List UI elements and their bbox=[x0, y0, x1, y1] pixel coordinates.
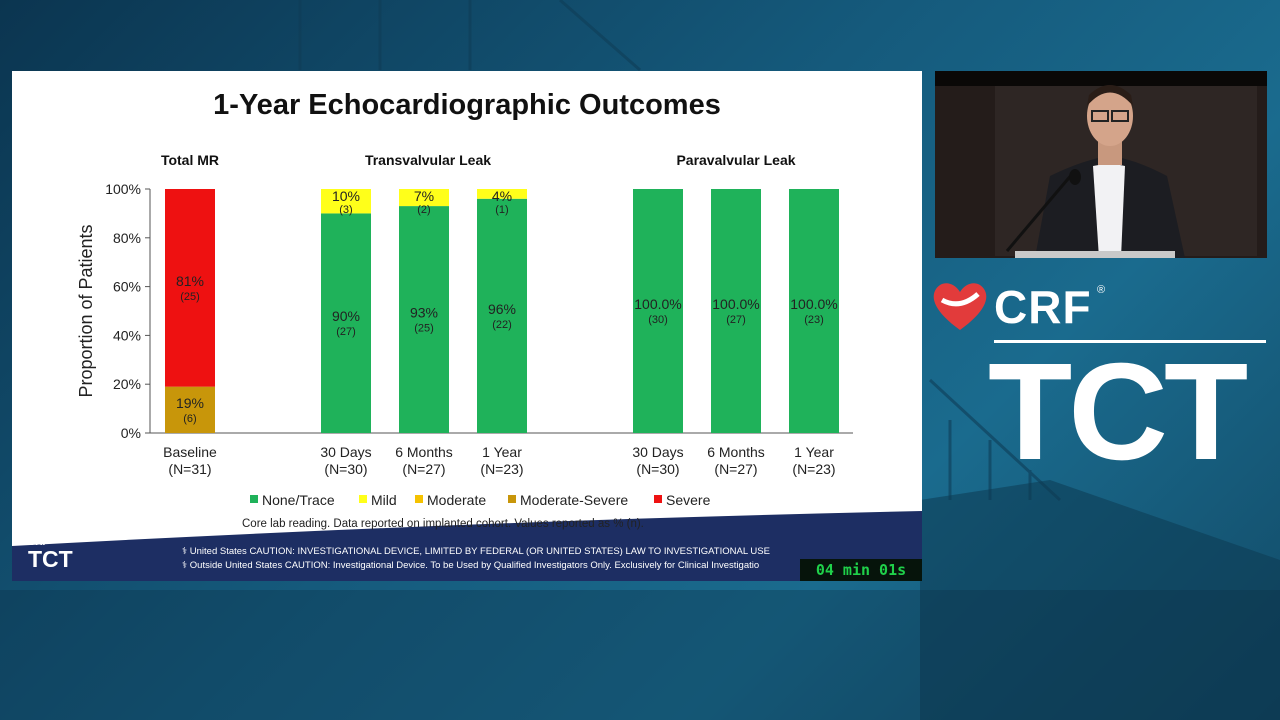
y-tick-label: 100% bbox=[105, 181, 141, 197]
crf-logo-text: CRF bbox=[28, 537, 49, 548]
presentation-timer: 04 min 01s bbox=[800, 559, 922, 581]
data-label: 100.0% bbox=[712, 296, 759, 312]
brand-registered-mark: ® bbox=[1097, 284, 1106, 296]
data-label: 19% bbox=[176, 395, 204, 411]
legend-label: Moderate bbox=[427, 492, 486, 508]
data-label: 10% bbox=[332, 188, 360, 204]
x-category-label: 6 Months bbox=[707, 444, 765, 460]
y-tick-label: 60% bbox=[113, 279, 141, 295]
bar-segment bbox=[321, 213, 371, 433]
data-label: 96% bbox=[488, 301, 516, 317]
data-label-count: (23) bbox=[804, 314, 824, 326]
x-category-n: (N=27) bbox=[402, 461, 445, 477]
bar-segment bbox=[477, 189, 527, 199]
data-label: 81% bbox=[176, 273, 204, 289]
data-label-count: (27) bbox=[336, 326, 356, 338]
group-title: Transvalvular Leak bbox=[365, 152, 491, 168]
slide-logo: CRF TCT bbox=[28, 537, 73, 572]
legend-swatch bbox=[250, 495, 258, 503]
y-tick-label: 80% bbox=[113, 230, 141, 246]
legend-swatch bbox=[654, 495, 662, 503]
y-tick-label: 20% bbox=[113, 376, 141, 392]
x-category-label: 1 Year bbox=[482, 444, 522, 460]
legend-swatch bbox=[359, 495, 367, 503]
footer-band bbox=[12, 511, 922, 581]
tct-logo-text: TCT bbox=[28, 546, 73, 572]
x-category-label: Baseline bbox=[163, 444, 217, 460]
data-label: 93% bbox=[410, 305, 438, 321]
x-category-n: (N=23) bbox=[480, 461, 523, 477]
x-category-n: (N=27) bbox=[714, 461, 757, 477]
bar-segment bbox=[165, 386, 215, 433]
speaker-video bbox=[935, 71, 1267, 258]
caution-us-text: ⚕ United States CAUTION: INVESTIGATIONAL… bbox=[182, 546, 770, 557]
footnote: Core lab reading. Data reported on impla… bbox=[242, 518, 644, 530]
data-label-count: (27) bbox=[726, 314, 746, 326]
bar-segment bbox=[789, 189, 839, 433]
y-axis-label: Proportion of Patients bbox=[76, 224, 96, 397]
group-title: Paravalvular Leak bbox=[676, 152, 795, 168]
x-category-n: (N=31) bbox=[168, 461, 211, 477]
brand-tct-text: TCT bbox=[988, 335, 1248, 489]
legend-label: Severe bbox=[666, 492, 711, 508]
bar-segment bbox=[477, 198, 527, 433]
data-label: 7% bbox=[414, 188, 434, 204]
data-label: 100.0% bbox=[634, 296, 681, 312]
data-label: 100.0% bbox=[790, 296, 837, 312]
stacked-bar-chart: 0% 20% 40% 60% 80% 100% Proportion of Patients… bbox=[76, 152, 853, 508]
y-tick-label: 0% bbox=[121, 425, 141, 441]
bar-segment bbox=[165, 189, 215, 387]
x-category-n: (N=30) bbox=[324, 461, 367, 477]
x-category-label: 30 Days bbox=[320, 444, 371, 460]
y-tick-label: 40% bbox=[113, 327, 141, 343]
data-label-count: (30) bbox=[648, 314, 668, 326]
bar-segment bbox=[399, 206, 449, 433]
data-label-count: (25) bbox=[414, 323, 434, 335]
data-label-count: (22) bbox=[492, 319, 512, 331]
data-label-count: (3) bbox=[339, 204, 352, 216]
bar-segment bbox=[321, 189, 371, 214]
bar-segment bbox=[711, 189, 761, 433]
x-category-label: 6 Months bbox=[395, 444, 453, 460]
data-label-count: (6) bbox=[183, 413, 196, 425]
legend-label: Moderate-Severe bbox=[520, 492, 628, 508]
x-category-n: (N=30) bbox=[636, 461, 679, 477]
brand-divider bbox=[994, 340, 1266, 343]
x-category-label: 30 Days bbox=[632, 444, 683, 460]
legend-swatch bbox=[508, 495, 516, 503]
x-category-n: (N=23) bbox=[792, 461, 835, 477]
brand-crf-text: CRF bbox=[994, 281, 1092, 333]
data-label-count: (2) bbox=[417, 204, 430, 216]
legend-label: Mild bbox=[371, 492, 397, 508]
data-label-count: (1) bbox=[495, 204, 508, 216]
crf-heart-logo-icon bbox=[933, 283, 987, 330]
caution-ous-text: ⚕ Outside United States CAUTION: Investi… bbox=[182, 560, 760, 571]
data-label: 4% bbox=[492, 188, 512, 204]
x-category-label: 1 Year bbox=[794, 444, 834, 460]
data-label: 90% bbox=[332, 308, 360, 324]
speaker-illustration bbox=[935, 71, 1267, 258]
bar-segment bbox=[633, 189, 683, 433]
group-title: Total MR bbox=[161, 152, 219, 168]
slide-title: 1-Year Echocardiographic Outcomes bbox=[213, 89, 721, 121]
presentation-slide: 1-Year Echocardiographic Outcomes 0% 20% 4… bbox=[12, 71, 922, 581]
legend-label: None/Trace bbox=[262, 492, 335, 508]
bar-segment bbox=[399, 189, 449, 207]
legend-swatch bbox=[415, 495, 423, 503]
data-label-count: (25) bbox=[180, 291, 200, 303]
